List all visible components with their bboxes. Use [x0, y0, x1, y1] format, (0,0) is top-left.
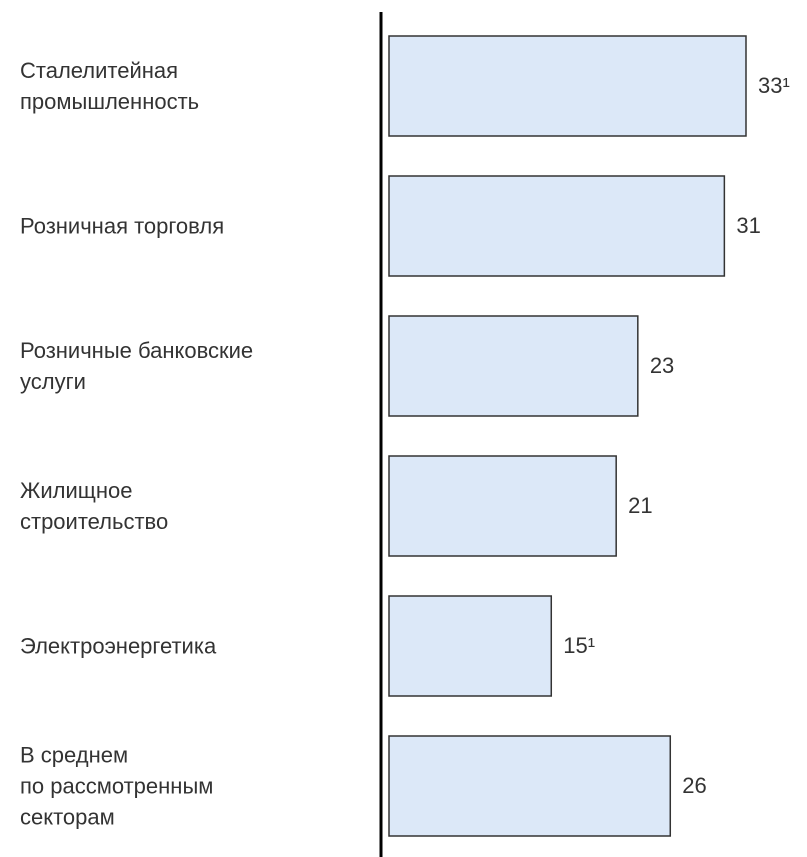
bar [388, 735, 672, 837]
category-label: Жилищное строительство [20, 478, 169, 534]
value-label: 15¹ [563, 633, 596, 658]
bar [388, 595, 553, 697]
category-label: Сталелитейная промышленность [20, 58, 200, 114]
value-label: 26 [682, 773, 707, 798]
bar [388, 315, 639, 417]
category-label: Розничная торговля [20, 213, 225, 239]
category-label: Розничные банковские услуги [20, 338, 254, 394]
value-label: 31 [736, 213, 761, 238]
category-label: В среднем по рассмотренным секторам [20, 742, 214, 830]
value-label: 33¹ [758, 73, 790, 98]
category-label: Электроэнергетика [20, 633, 217, 659]
bar [388, 455, 617, 557]
value-label: 23 [649, 353, 675, 378]
value-label: 21 [628, 493, 653, 518]
bar [388, 35, 747, 137]
bar [388, 175, 726, 277]
